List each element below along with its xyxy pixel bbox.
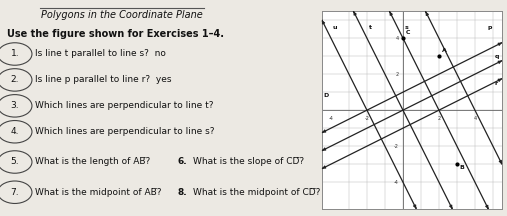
Text: -4: -4 (393, 180, 399, 185)
Text: A: A (442, 48, 447, 52)
Text: r: r (495, 81, 498, 86)
Text: What is the length of AB̅?: What is the length of AB̅? (34, 157, 150, 167)
Text: 4.: 4. (11, 127, 19, 136)
Text: 4: 4 (474, 116, 477, 121)
Text: Polygons in the Coordinate Plane: Polygons in the Coordinate Plane (41, 10, 203, 20)
Text: 8.: 8. (178, 188, 188, 197)
Text: Which lines are perpendicular to line s?: Which lines are perpendicular to line s? (34, 127, 214, 136)
Text: 2: 2 (438, 116, 441, 121)
Text: s: s (405, 25, 409, 30)
Text: C: C (406, 30, 410, 35)
Text: Use the figure shown for Exercises 1–4.: Use the figure shown for Exercises 1–4. (7, 29, 224, 39)
Text: Is line t parallel to line s?  no: Is line t parallel to line s? no (34, 49, 165, 59)
Text: 2.: 2. (11, 75, 19, 84)
Text: t: t (369, 25, 372, 30)
Text: -2: -2 (365, 116, 370, 121)
Text: 7.: 7. (11, 188, 19, 197)
Text: 3.: 3. (11, 101, 19, 110)
Text: 2: 2 (395, 72, 399, 77)
Text: -2: -2 (393, 144, 399, 149)
Text: 5.: 5. (11, 157, 19, 167)
Text: What is the midpoint of AB̅?: What is the midpoint of AB̅? (34, 188, 161, 197)
Text: D: D (323, 93, 328, 98)
Text: Which lines are perpendicular to line t?: Which lines are perpendicular to line t? (34, 101, 213, 110)
Text: -4: -4 (329, 116, 334, 121)
Text: q: q (494, 54, 499, 59)
Text: What is the slope of CD̅?: What is the slope of CD̅? (193, 157, 304, 167)
Text: Is line p parallel to line r?  yes: Is line p parallel to line r? yes (34, 75, 171, 84)
Text: 1.: 1. (11, 49, 19, 59)
Text: u: u (332, 25, 337, 30)
Text: What is the midpoint of CD̅?: What is the midpoint of CD̅? (193, 188, 320, 197)
Text: 6.: 6. (178, 157, 188, 167)
Text: 4: 4 (395, 36, 399, 41)
Text: p: p (487, 25, 491, 30)
Text: B: B (460, 165, 464, 170)
